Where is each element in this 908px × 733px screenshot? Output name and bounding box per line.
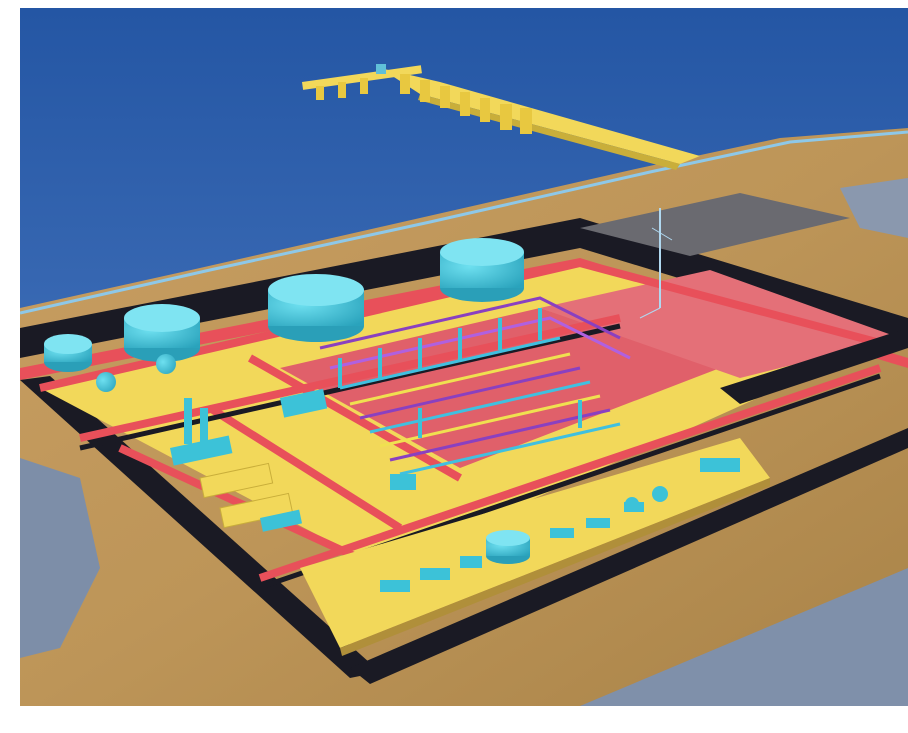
lng-plant-render xyxy=(20,8,908,706)
lowland-right-edge xyxy=(840,178,908,238)
lowland-bottom-right xyxy=(580,568,908,706)
pipe-rack-posts xyxy=(338,308,582,438)
storage-tank-icon xyxy=(440,238,524,302)
pad-grey-lot xyxy=(580,193,850,256)
right-road xyxy=(720,328,908,404)
lower-equipment xyxy=(380,458,740,592)
lower-pad-edge xyxy=(340,478,770,656)
storage-tank-icon xyxy=(486,530,530,564)
storage-tank-icon xyxy=(44,334,92,372)
jetty-icon xyxy=(302,64,700,170)
pad-pink-right xyxy=(540,270,900,378)
road-network xyxy=(39,258,882,582)
flare-stack-icon xyxy=(639,208,673,319)
lower-pad xyxy=(300,438,770,648)
storage-tank-icon xyxy=(268,274,364,342)
equipment-blocks xyxy=(170,388,416,532)
spherical-tank-icon xyxy=(96,372,116,392)
lowland-left xyxy=(20,458,100,658)
storage-tank-icon xyxy=(124,304,200,362)
spherical-tank-icon xyxy=(156,354,176,374)
shoreline xyxy=(20,130,908,315)
pipe-rack-icon xyxy=(319,296,631,476)
